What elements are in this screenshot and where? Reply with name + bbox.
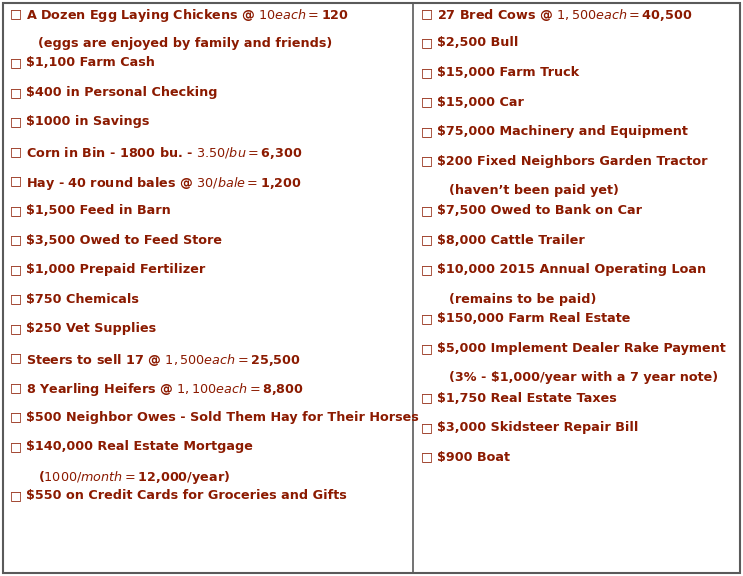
Text: □: □ <box>10 116 22 128</box>
Text: □: □ <box>10 440 22 453</box>
Text: 27 Bred Cows @ $1,500 each = $40,500: 27 Bred Cows @ $1,500 each = $40,500 <box>437 7 692 23</box>
Text: Hay - 40 round bales @ $30/bale = $1,200: Hay - 40 round bales @ $30/bale = $1,200 <box>26 175 302 191</box>
Text: $7,500 Owed to Bank on Car: $7,500 Owed to Bank on Car <box>437 204 642 217</box>
Text: □: □ <box>10 7 22 20</box>
Text: □: □ <box>421 421 433 434</box>
Text: $5,000 Implement Dealer Rake Payment: $5,000 Implement Dealer Rake Payment <box>437 342 726 355</box>
Text: (haven’t been paid yet): (haven’t been paid yet) <box>449 184 619 197</box>
Text: □: □ <box>421 263 433 276</box>
Text: $15,000 Car: $15,000 Car <box>437 96 524 108</box>
Text: □: □ <box>10 351 22 365</box>
Text: □: □ <box>421 36 433 50</box>
Text: $140,000 Real Estate Mortgage: $140,000 Real Estate Mortgage <box>26 440 253 453</box>
Text: □: □ <box>421 154 433 168</box>
Text: $1,750 Real Estate Taxes: $1,750 Real Estate Taxes <box>437 392 617 404</box>
Text: □: □ <box>421 392 433 404</box>
Text: □: □ <box>10 175 22 188</box>
Text: $500 Neighbor Owes - Sold Them Hay for Their Horses: $500 Neighbor Owes - Sold Them Hay for T… <box>26 411 419 423</box>
Text: Corn in Bin - 1800 bu. - $3.50/bu = $6,300: Corn in Bin - 1800 bu. - $3.50/bu = $6,3… <box>26 145 302 161</box>
Text: 8 Yearling Heifers @ $1,100 each = $8,800: 8 Yearling Heifers @ $1,100 each = $8,80… <box>26 381 304 398</box>
Text: $250 Vet Supplies: $250 Vet Supplies <box>26 322 156 335</box>
Text: (remains to be paid): (remains to be paid) <box>449 293 597 305</box>
Text: □: □ <box>10 204 22 217</box>
Text: $1000 in Savings: $1000 in Savings <box>26 116 149 128</box>
Text: $1,100 Farm Cash: $1,100 Farm Cash <box>26 56 155 70</box>
Text: □: □ <box>10 381 22 394</box>
Text: □: □ <box>421 96 433 108</box>
Text: □: □ <box>10 56 22 70</box>
Text: ($1000/month = $12,000/year): ($1000/month = $12,000/year) <box>38 469 230 487</box>
Text: □: □ <box>10 86 22 99</box>
Text: $400 in Personal Checking: $400 in Personal Checking <box>26 86 218 99</box>
Text: □: □ <box>421 342 433 355</box>
Text: □: □ <box>421 7 433 20</box>
Text: A Dozen Egg Laying Chickens @ $10 each = $120: A Dozen Egg Laying Chickens @ $10 each =… <box>26 7 349 24</box>
Text: $1,000 Prepaid Fertilizer: $1,000 Prepaid Fertilizer <box>26 263 205 276</box>
Text: $3,000 Skidsteer Repair Bill: $3,000 Skidsteer Repair Bill <box>437 421 638 434</box>
Text: □: □ <box>421 313 433 325</box>
Text: □: □ <box>421 125 433 138</box>
Text: $900 Boat: $900 Boat <box>437 450 510 464</box>
Text: $75,000 Machinery and Equipment: $75,000 Machinery and Equipment <box>437 125 688 138</box>
Text: (3% - $1,000/year with a 7 year note): (3% - $1,000/year with a 7 year note) <box>449 372 718 385</box>
Text: $150,000 Farm Real Estate: $150,000 Farm Real Estate <box>437 313 630 325</box>
Text: □: □ <box>10 293 22 305</box>
Text: $200 Fixed Neighbors Garden Tractor: $200 Fixed Neighbors Garden Tractor <box>437 154 707 168</box>
Text: □: □ <box>421 450 433 464</box>
Text: (eggs are enjoyed by family and friends): (eggs are enjoyed by family and friends) <box>38 36 332 50</box>
Text: $10,000 2015 Annual Operating Loan: $10,000 2015 Annual Operating Loan <box>437 263 706 276</box>
Text: □: □ <box>10 145 22 158</box>
Text: $550 on Credit Cards for Groceries and Gifts: $550 on Credit Cards for Groceries and G… <box>26 490 347 502</box>
Text: $8,000 Cattle Trailer: $8,000 Cattle Trailer <box>437 233 585 247</box>
Text: □: □ <box>10 411 22 423</box>
Text: $750 Chemicals: $750 Chemicals <box>26 293 139 305</box>
Text: □: □ <box>10 490 22 502</box>
Text: □: □ <box>421 233 433 247</box>
Text: $3,500 Owed to Feed Store: $3,500 Owed to Feed Store <box>26 233 222 247</box>
Text: □: □ <box>421 66 433 79</box>
Text: □: □ <box>10 233 22 247</box>
Text: □: □ <box>421 204 433 217</box>
Text: $15,000 Farm Truck: $15,000 Farm Truck <box>437 66 579 79</box>
Text: □: □ <box>10 263 22 276</box>
Text: Steers to sell 17 @ $1,500 each = $25,500: Steers to sell 17 @ $1,500 each = $25,50… <box>26 351 301 367</box>
Text: □: □ <box>10 322 22 335</box>
Text: $2,500 Bull: $2,500 Bull <box>437 36 519 50</box>
Text: $1,500 Feed in Barn: $1,500 Feed in Barn <box>26 204 171 217</box>
